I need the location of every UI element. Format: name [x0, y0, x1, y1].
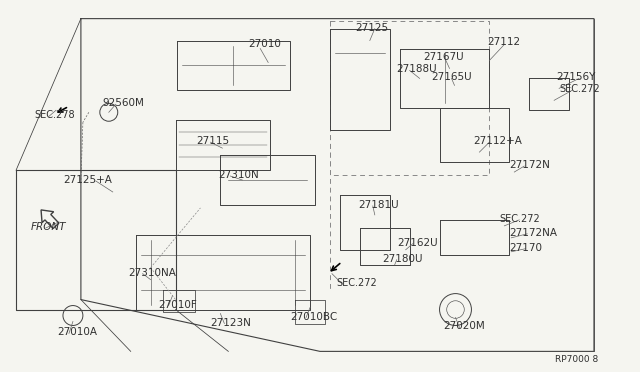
- Text: 27170: 27170: [509, 243, 542, 253]
- Text: 27188U: 27188U: [397, 64, 437, 74]
- Text: 27172N: 27172N: [509, 160, 550, 170]
- Text: 27162U: 27162U: [397, 238, 438, 248]
- Text: 27180U: 27180U: [382, 254, 422, 264]
- Text: RP7000 8: RP7000 8: [555, 355, 598, 364]
- Text: 27181U: 27181U: [358, 200, 399, 210]
- Text: 92560M: 92560M: [103, 98, 145, 108]
- Text: 27172NA: 27172NA: [509, 228, 557, 238]
- Text: 27010: 27010: [248, 39, 281, 49]
- Text: SEC.278: SEC.278: [34, 110, 75, 120]
- Text: 27115: 27115: [196, 136, 230, 146]
- Text: 27010BC: 27010BC: [290, 311, 337, 321]
- Text: SEC.272: SEC.272: [336, 278, 377, 288]
- Text: 27310NA: 27310NA: [129, 268, 177, 278]
- Text: SEC.272: SEC.272: [559, 84, 600, 94]
- Text: FRONT: FRONT: [31, 222, 67, 232]
- Text: 27125: 27125: [355, 23, 388, 33]
- Text: 27112: 27112: [488, 36, 520, 46]
- Text: 27156Y: 27156Y: [556, 73, 595, 83]
- Text: 27010F: 27010F: [159, 299, 197, 310]
- Text: 27310N: 27310N: [218, 170, 259, 180]
- Text: 27123N: 27123N: [211, 318, 252, 327]
- Text: 27112+A: 27112+A: [474, 136, 522, 146]
- Text: 27165U: 27165U: [431, 73, 472, 83]
- Text: 27010A: 27010A: [57, 327, 97, 337]
- Text: 27020M: 27020M: [444, 321, 485, 331]
- Text: 27125+A: 27125+A: [63, 175, 112, 185]
- Text: 27167U: 27167U: [424, 51, 464, 61]
- Text: SEC.272: SEC.272: [499, 214, 540, 224]
